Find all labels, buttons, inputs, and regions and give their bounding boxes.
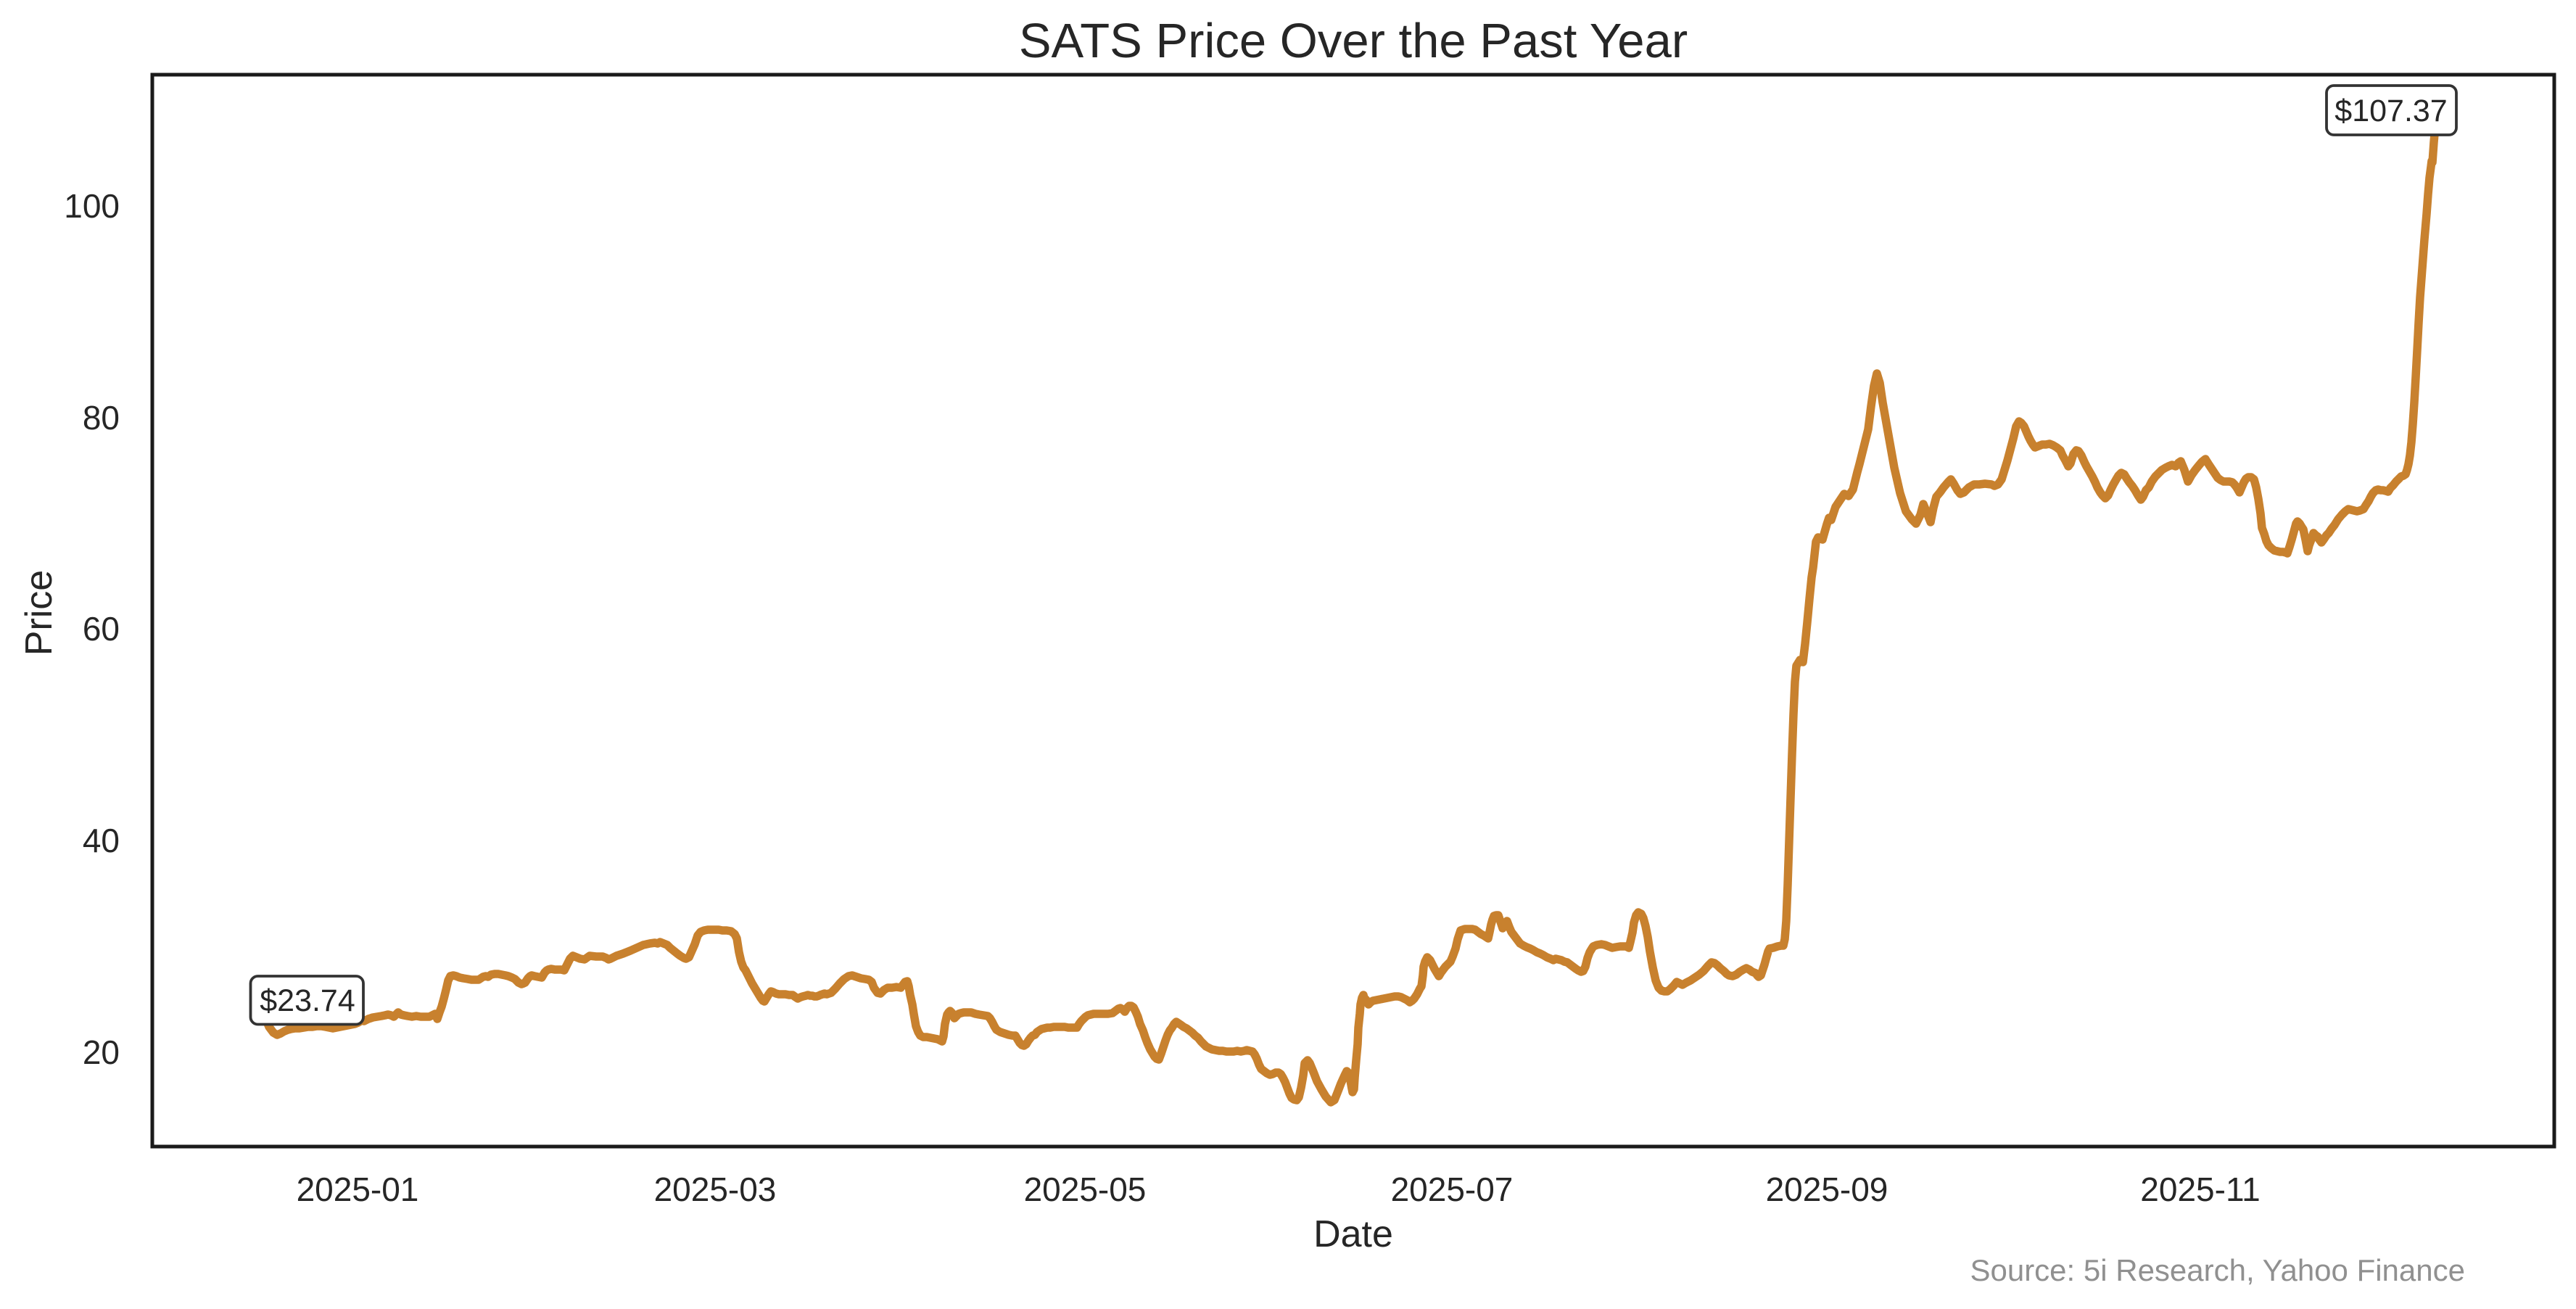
svg-text:100: 100 [64, 187, 120, 225]
svg-text:2025-01: 2025-01 [297, 1170, 419, 1208]
svg-text:Source: 5i Research, Yahoo Fin: Source: 5i Research, Yahoo Finance [1970, 1253, 2465, 1287]
svg-text:Price: Price [18, 570, 60, 656]
svg-text:Date: Date [1313, 1213, 1393, 1255]
svg-text:20: 20 [83, 1033, 120, 1071]
svg-text:SATS Price Over the Past Year: SATS Price Over the Past Year [1019, 14, 1688, 68]
svg-text:$23.74: $23.74 [260, 983, 355, 1018]
svg-text:80: 80 [83, 399, 120, 437]
svg-text:2025-05: 2025-05 [1024, 1170, 1147, 1208]
svg-text:2025-07: 2025-07 [1391, 1170, 1514, 1208]
svg-text:2025-11: 2025-11 [2140, 1170, 2260, 1208]
svg-text:40: 40 [83, 822, 120, 859]
svg-text:2025-09: 2025-09 [1766, 1170, 1888, 1208]
svg-text:$107.37: $107.37 [2334, 94, 2447, 128]
svg-text:60: 60 [83, 610, 120, 648]
svg-text:2025-03: 2025-03 [654, 1170, 777, 1208]
